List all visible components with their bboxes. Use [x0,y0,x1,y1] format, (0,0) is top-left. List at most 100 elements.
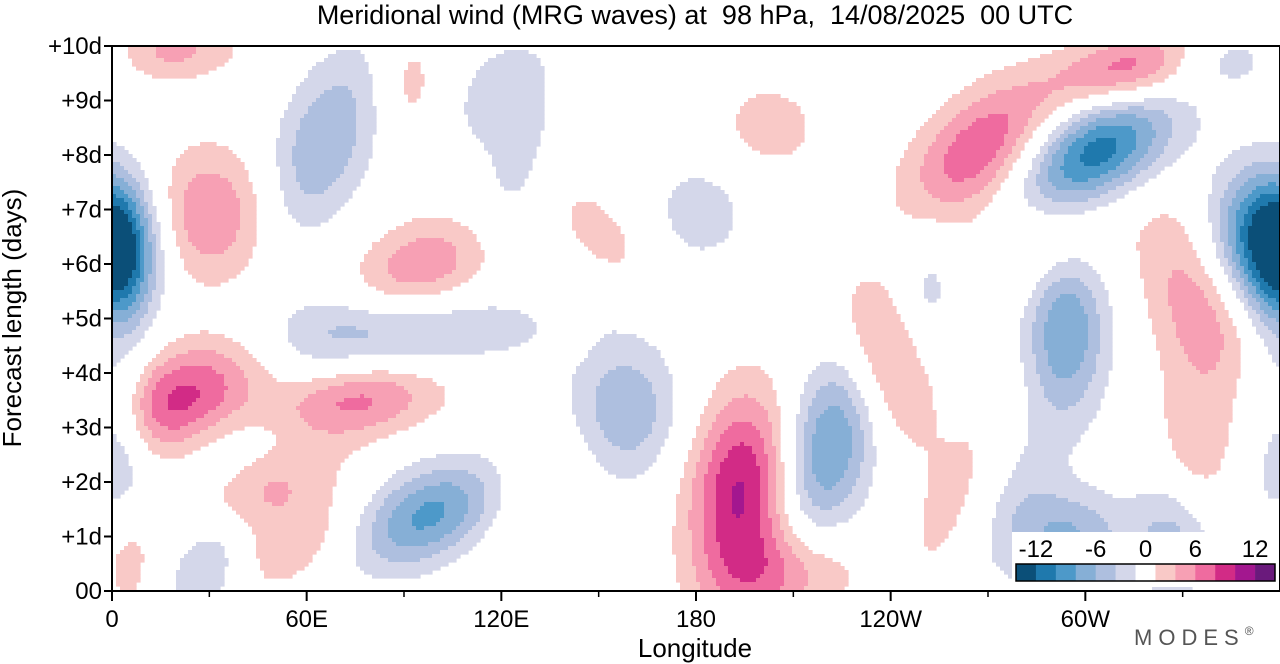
contour-cell [480,478,501,483]
contour-cell [440,482,453,487]
contour-cell [156,54,193,59]
contour-cell [852,450,865,455]
contour-cell [180,250,201,255]
contour-cell [596,398,657,403]
contour-cell [1244,246,1249,251]
contour-cell [1020,322,1033,327]
contour-cell [1248,230,1280,235]
contour-cell [748,98,789,103]
contour-cell [348,158,369,163]
contour-cell [400,246,457,251]
contour-cell [140,230,145,235]
contour-cell [140,198,145,203]
contour-cell [1072,142,1089,147]
contour-cell [348,86,373,91]
contour-cell [1080,58,1121,63]
contour-cell [1028,170,1041,175]
contour-cell [1264,458,1280,463]
contour-cell [948,98,981,103]
contour-cell [716,482,737,487]
contour-cell [1040,190,1109,195]
contour-cell [136,414,145,419]
contour-cell [936,218,973,223]
contour-cell [1240,286,1249,291]
contour-cell [300,410,401,415]
contour-cell [1220,70,1249,75]
contour-cell [120,206,129,211]
contour-cell [1256,174,1280,179]
contour-cell [684,474,697,479]
contour-cell [1140,258,1201,263]
contour-cell [168,406,189,411]
contour-cell [944,102,973,107]
contour-cell [452,530,469,535]
contour-cell [1228,238,1237,243]
contour-cell [1240,274,1249,279]
contour-cell [1148,74,1169,79]
contour-cell [216,350,249,355]
contour-cell [1028,402,1053,407]
contour-cell [704,550,721,555]
contour-cell [172,182,189,187]
contour-cell [444,506,469,511]
contour-cell [304,114,357,119]
contour-cell [680,490,693,495]
contour-cell [192,402,221,407]
contour-cell [900,158,925,163]
contour-cell [896,418,937,423]
contour-cell [296,90,325,95]
contour-cell [796,426,805,431]
contour-cell [1244,278,1249,283]
contour-cell [672,190,725,195]
contour-cell [1132,150,1149,155]
contour-cell [1148,302,1169,307]
modes-logo-mark: ® [1245,624,1260,638]
contour-cell [440,518,465,523]
contour-cell [1220,238,1229,243]
contour-cell [344,430,397,435]
contour-cell [848,390,861,395]
contour-cell [720,546,765,551]
contour-cell [152,298,161,303]
contour-cell [112,198,125,203]
contour-cell [784,558,801,563]
contour-cell [484,510,497,515]
contour-cell [1076,138,1097,143]
contour-cell [1236,210,1249,215]
contour-cell [136,294,145,299]
contour-cell [652,430,669,435]
contour-cell [296,406,341,411]
contour-cell [1020,338,1033,343]
contour-cell [404,222,461,227]
contour-cell [768,514,781,519]
contour-cell [356,114,377,119]
contour-cell [472,126,545,131]
contour-cell [1068,134,1085,139]
contour-cell [704,522,717,527]
contour-cell [1008,130,1025,135]
contour-cell [388,270,453,275]
contour-cell [688,522,705,527]
contour-cell [1252,190,1280,195]
contour-cell [1032,110,1053,115]
contour-cell [1124,158,1141,163]
contour-cell [1152,522,1177,527]
contour-cell [692,558,709,563]
contour-cell [1152,122,1173,127]
contour-cell [1112,178,1133,183]
contour-cell [236,194,257,199]
contour-cell [1156,158,1177,163]
contour-cell [1060,122,1073,127]
contour-cell [780,550,793,555]
contour-cell [1252,214,1280,219]
contour-cell [1024,178,1037,183]
contour-cell [804,478,817,483]
contour-cell [864,442,873,447]
contour-cell [424,526,457,531]
contour-cell [808,514,853,519]
contour-cell [468,502,485,507]
contour-cell [696,578,717,583]
contour-cell [404,386,445,391]
contour-cell [156,234,161,239]
contour-cell [1244,218,1253,223]
